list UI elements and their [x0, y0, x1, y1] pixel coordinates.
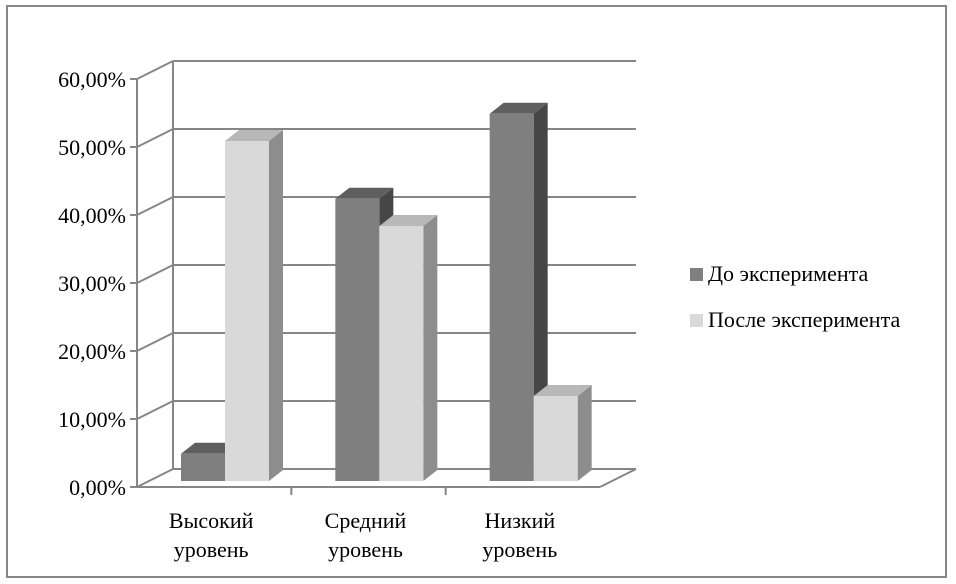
bar-top-face [533, 385, 592, 396]
y-tick-label: 40,00% [58, 203, 126, 228]
y-tick-label: 50,00% [58, 135, 126, 160]
legend: До эксперимента После эксперимента [690, 261, 900, 332]
x-category-label: уровень [174, 537, 249, 562]
gridline-side [136, 264, 174, 284]
x-axis-category-labels: Высокий уровень Средний уровень Низкий уровен… [169, 508, 557, 562]
x-category-label: уровень [328, 537, 403, 562]
gridline-side [136, 196, 174, 216]
x-category-label: Высокий [169, 508, 254, 533]
gridline-side [136, 400, 174, 420]
floor-edge [599, 468, 637, 488]
bar-front-face [489, 113, 534, 482]
legend-swatch [690, 314, 703, 327]
bar-side-face [423, 215, 438, 481]
x-category-label: уровень [482, 537, 557, 562]
y-tick-label: 10,00% [58, 407, 126, 432]
legend-swatch [690, 268, 703, 281]
bar-top-face [489, 102, 548, 114]
y-axis-tick-labels: 0,00% 10,00% 20,00% 30,00% 40,00% 50,00% 60,00… [58, 67, 126, 500]
chart-bars [181, 102, 592, 482]
bar [379, 215, 438, 481]
bar [533, 385, 592, 481]
y-tick-label: 0,00% [69, 475, 126, 500]
gridline-side [136, 332, 174, 352]
bar-front-face [181, 453, 225, 481]
legend-label: После эксперимента [708, 307, 900, 332]
y-tick-label: 20,00% [58, 339, 126, 364]
gridline-side [136, 468, 174, 488]
bar [489, 102, 548, 482]
y-tick-label: 30,00% [58, 271, 126, 296]
gridline-side [136, 60, 174, 80]
bar-side-face [269, 130, 283, 481]
bar [225, 130, 283, 481]
bar-side-face [577, 385, 592, 481]
y-tick-label: 60,00% [58, 67, 126, 92]
gridline-side [136, 128, 174, 148]
bar-side-face [533, 102, 548, 482]
bar-top-face [379, 215, 438, 226]
bar-top-face [181, 442, 239, 454]
bar-front-face [225, 141, 269, 481]
x-category-label: Низкий [485, 508, 556, 533]
x-category-label: Средний [325, 508, 407, 533]
legend-label: До эксперимента [708, 261, 869, 286]
chart-frame [6, 5, 947, 578]
bar-top-face [335, 187, 394, 199]
bar-front-face [533, 396, 578, 481]
bar-front-face [379, 226, 424, 481]
bar-front-face [335, 198, 380, 482]
bar-top-face [225, 130, 283, 141]
